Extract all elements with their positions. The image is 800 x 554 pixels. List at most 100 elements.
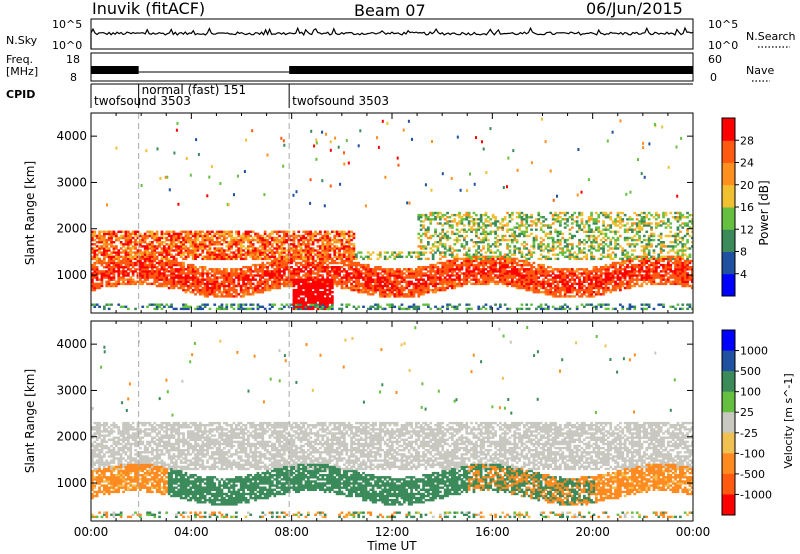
power-cell	[455, 274, 459, 277]
power-cell	[340, 245, 344, 248]
power-cell	[520, 276, 524, 279]
power-cell	[515, 284, 519, 288]
power-cell	[496, 238, 500, 242]
power-cell	[177, 251, 181, 254]
power-cell	[309, 297, 313, 300]
power-cell	[256, 303, 260, 306]
power-cell	[302, 278, 305, 281]
power-cell	[155, 230, 159, 233]
power-cell	[525, 288, 529, 292]
power-cell	[460, 243, 464, 246]
power-cell	[225, 268, 229, 271]
power-cell	[163, 278, 166, 281]
power-cell	[165, 263, 169, 267]
power-cell	[388, 282, 392, 286]
power-cell	[604, 286, 608, 290]
power-cell	[441, 213, 445, 217]
power-cell	[273, 238, 277, 242]
power-cell	[307, 266, 310, 269]
power-cell	[619, 268, 622, 271]
power-cell	[230, 293, 233, 296]
power-cell	[107, 284, 111, 288]
power-cell	[278, 280, 281, 283]
power-cell	[307, 288, 310, 292]
power-cell	[115, 266, 118, 269]
power-cell	[309, 299, 313, 302]
power-cell	[359, 284, 363, 288]
power-cell	[321, 280, 325, 283]
power-cell	[427, 288, 430, 292]
power-cell	[314, 276, 317, 279]
power-cell	[455, 259, 459, 263]
power-cell	[167, 274, 171, 277]
power-cell	[299, 261, 303, 265]
power-cell	[451, 213, 454, 217]
power-cell	[537, 220, 541, 223]
power-cell	[537, 218, 541, 221]
power-cell	[523, 268, 526, 271]
power-cell	[275, 257, 279, 261]
power-cell	[220, 291, 224, 294]
power-cell	[139, 241, 142, 244]
power-cell	[160, 303, 164, 306]
power-cell	[259, 241, 262, 244]
power-cell	[103, 253, 106, 256]
power-cell	[196, 284, 200, 288]
power-cell	[266, 288, 269, 292]
power-cell	[170, 253, 173, 256]
power-cell	[559, 276, 562, 279]
power-cell	[407, 268, 411, 271]
power-cell	[122, 278, 125, 281]
power-cell	[451, 286, 454, 290]
power-cell	[134, 257, 137, 261]
power-cell	[347, 243, 351, 246]
power-cell	[148, 257, 152, 261]
power-cell	[309, 236, 313, 240]
power-cell	[357, 284, 361, 288]
power-cell	[441, 263, 445, 267]
power-cell	[206, 255, 209, 258]
power-cell	[95, 255, 99, 258]
power-cell	[590, 243, 593, 246]
power-cell	[319, 305, 322, 308]
power-cell	[278, 234, 281, 238]
power-cell	[388, 293, 392, 296]
power-cell	[431, 234, 435, 238]
power-cell	[314, 286, 317, 290]
power-cell	[602, 245, 605, 248]
power-cell	[220, 270, 224, 273]
power-cell	[439, 278, 442, 281]
power-cell	[103, 249, 106, 252]
power-cell	[619, 286, 622, 290]
power-cell	[436, 286, 440, 290]
power-cell	[187, 234, 190, 238]
power-cell	[273, 282, 277, 286]
power-cell	[535, 272, 538, 275]
power-cell	[535, 236, 538, 240]
power-cell	[455, 263, 459, 267]
power-cell	[619, 284, 622, 288]
power-cell	[559, 241, 562, 244]
power-cell	[592, 220, 596, 223]
power-cell	[191, 274, 195, 277]
power-cell	[285, 257, 289, 261]
power-cell	[482, 213, 485, 217]
power-cell	[352, 305, 356, 308]
power-cell	[537, 263, 541, 267]
power-cell	[223, 236, 226, 240]
power-cell	[127, 234, 130, 238]
power-cell	[508, 307, 512, 311]
power-cell	[537, 266, 541, 269]
power-cell	[561, 270, 565, 273]
power-cell	[235, 255, 238, 258]
power-cell	[619, 272, 622, 275]
freq-band-0	[91, 66, 139, 74]
power-cell	[134, 251, 137, 254]
power-cell	[93, 305, 97, 308]
nsky-tick-bottom: 10^0	[52, 39, 82, 52]
power-cell	[614, 218, 617, 221]
power-cell	[547, 278, 550, 281]
power-cell	[275, 278, 279, 281]
power-cell	[268, 307, 272, 311]
power-cell	[398, 307, 401, 311]
